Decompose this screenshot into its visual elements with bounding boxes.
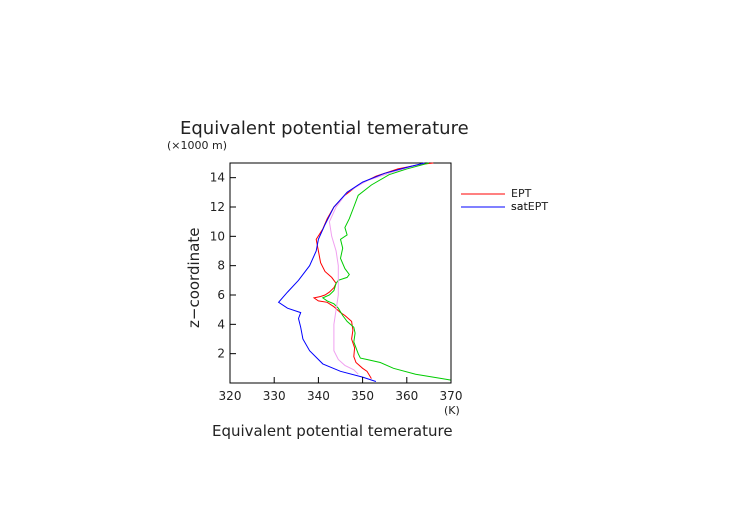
- x-tick-label: 340: [307, 389, 330, 403]
- y-axis-label: z−coordinate: [185, 228, 203, 328]
- x-tick-label: 360: [395, 389, 418, 403]
- legend: EPT sat satEPT: [461, 187, 548, 213]
- legend-label-satept: satEPT: [511, 200, 548, 213]
- chart-title: Equivalent potential temerature: [180, 118, 469, 139]
- x-axis-label: Equivalent potential temerature: [212, 422, 453, 440]
- y-tick-label: 10: [210, 229, 225, 243]
- y-tick-label: 6: [217, 288, 225, 302]
- plot-frame: [229, 162, 452, 384]
- x-tick-label: 370: [440, 389, 463, 403]
- x-tick-label: 350: [351, 389, 374, 403]
- legend-label-ept: EPT: [511, 187, 532, 200]
- y-tick-label: 2: [217, 347, 225, 361]
- series-layer: [277, 162, 452, 382]
- x-unit-label: (K): [444, 404, 460, 417]
- series-line-1: [321, 162, 452, 381]
- y-tick-label: 8: [217, 259, 225, 273]
- x-ticks: 320 330 340 350 360 370: [219, 377, 463, 403]
- series-line-0: [312, 162, 434, 379]
- y-ticks: 2 4 6 8 10 12 14: [210, 171, 236, 361]
- y-tick-label: 12: [210, 200, 225, 214]
- x-tick-label: 330: [263, 389, 286, 403]
- legend-label-sat: sat: [511, 200, 528, 213]
- plot-area: 320 330 340 350 360 370 2 4 6 8 10 12 14: [210, 162, 463, 403]
- series-line-3: [277, 162, 425, 382]
- y-tick-label: 14: [210, 171, 225, 185]
- x-tick-label: 320: [219, 389, 242, 403]
- series-line-2: [328, 162, 425, 375]
- y-tick-label: 4: [217, 317, 225, 331]
- y-unit-label: (×1000 m): [167, 139, 227, 152]
